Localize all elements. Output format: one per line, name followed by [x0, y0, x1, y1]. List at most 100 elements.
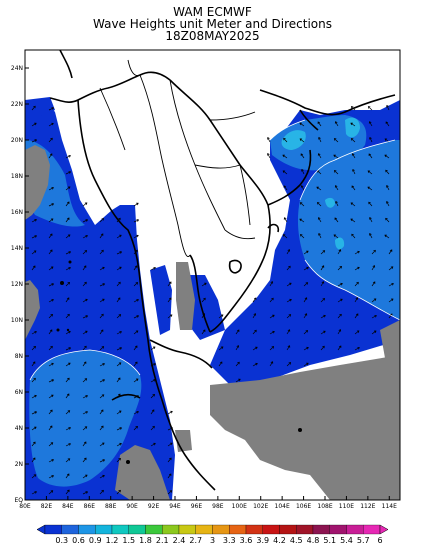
direction-arrow — [48, 314, 53, 319]
direction-arrow — [299, 138, 305, 143]
direction-arrow — [99, 490, 104, 495]
direction-arrow — [31, 105, 36, 111]
direction-arrowhead — [67, 234, 71, 237]
direction-arrowhead — [384, 154, 387, 158]
direction-arrowhead — [317, 121, 321, 124]
direction-arrow — [303, 250, 309, 255]
direction-arrowhead — [254, 329, 257, 333]
direction-arrow — [82, 250, 87, 255]
direction-arrowhead — [317, 153, 321, 156]
direction-arrow — [286, 345, 290, 351]
direction-arrow — [320, 315, 326, 319]
direction-arrow — [31, 474, 36, 479]
direction-arrow — [133, 202, 139, 207]
direction-arrowhead — [271, 297, 274, 301]
direction-arrowhead — [384, 234, 387, 238]
direction-arrow — [82, 315, 88, 319]
direction-arrow — [99, 283, 105, 287]
direction-arrow — [267, 153, 271, 159]
direction-arrow — [65, 377, 70, 383]
direction-arrow — [386, 201, 390, 207]
direction-arrow — [282, 170, 288, 175]
direction-arrowhead — [238, 378, 241, 382]
direction-arrowhead — [136, 410, 139, 414]
direction-arrow — [218, 346, 224, 351]
direction-arrowhead — [50, 442, 54, 445]
direction-arrow — [167, 411, 173, 415]
direction-arrowhead — [386, 104, 389, 108]
direction-arrow — [354, 330, 360, 335]
lon-tick-label: 92E — [148, 503, 160, 510]
direction-arrow — [269, 314, 275, 319]
direction-arrow — [48, 442, 53, 447]
direction-arrowhead — [34, 218, 37, 222]
direction-arrowhead — [306, 266, 309, 270]
direction-arrowhead — [304, 313, 308, 316]
direction-arrowhead — [267, 153, 270, 156]
direction-arrowhead — [51, 203, 55, 206]
direction-arrowhead — [51, 283, 55, 286]
direction-arrow — [201, 329, 206, 335]
direction-arrowhead — [350, 218, 353, 222]
direction-arrow — [286, 265, 291, 271]
direction-arrow — [116, 377, 121, 383]
direction-arrowhead — [68, 171, 72, 174]
lat-tick-label: 14N — [11, 245, 23, 252]
lat-tick-label: 8N — [15, 353, 23, 360]
direction-arrow — [235, 329, 240, 335]
colorbar-swatch — [61, 524, 79, 535]
direction-arrow — [235, 362, 240, 367]
lat-tick-label: 18N — [11, 173, 23, 180]
direction-arrowhead — [102, 266, 105, 270]
direction-arrow — [116, 217, 121, 223]
lat-tick-label: 16N — [11, 209, 23, 216]
colorbar-min-arrow — [36, 524, 46, 535]
direction-arrow — [48, 425, 53, 431]
direction-arrowhead — [202, 329, 206, 332]
direction-arrowhead — [85, 395, 88, 398]
direction-arrow — [351, 185, 356, 191]
direction-arrow — [201, 282, 207, 287]
direction-arrow — [388, 266, 394, 271]
direction-arrow — [99, 313, 104, 319]
direction-arrowhead — [85, 491, 89, 494]
direction-arrowhead — [152, 346, 156, 349]
direction-arrow — [48, 233, 53, 239]
direction-arrow — [116, 427, 122, 431]
direction-arrowhead — [237, 361, 240, 365]
direction-arrowhead — [385, 217, 388, 221]
direction-arrow — [335, 201, 339, 207]
direction-arrowhead — [369, 233, 372, 236]
lon-tick-label: 94E — [169, 503, 181, 510]
colorbar-label: 3.9 — [256, 536, 269, 545]
direction-arrow — [150, 426, 155, 431]
direction-arrowhead — [272, 314, 275, 318]
lon-tick-label: 102E — [253, 503, 268, 510]
contour-lines — [29, 119, 400, 381]
direction-arrowhead — [333, 154, 336, 158]
lat-tick-label: 24N — [11, 65, 23, 72]
wave-band-mid-west — [29, 350, 142, 487]
direction-arrowhead — [33, 377, 36, 381]
direction-arrowhead — [118, 217, 121, 221]
direction-arrow — [303, 347, 309, 351]
direction-arrowhead — [305, 330, 309, 333]
colorbar-swatch — [111, 524, 129, 535]
direction-arrow — [150, 379, 156, 383]
direction-arrowhead — [51, 362, 54, 366]
borders — [99, 59, 256, 257]
direction-arrow — [116, 393, 121, 399]
direction-arrowhead — [288, 362, 292, 365]
direction-arrow — [65, 443, 71, 447]
direction-arrowhead — [136, 315, 140, 318]
direction-arrow — [31, 265, 36, 271]
direction-arrow — [65, 393, 70, 399]
direction-arrow — [133, 411, 139, 415]
wave-field-gulf — [185, 275, 225, 340]
direction-arrow — [82, 202, 88, 207]
direction-arrow — [369, 137, 373, 143]
direction-arrowhead — [118, 281, 121, 285]
colorbar-label: 0.3 — [55, 536, 68, 545]
direction-arrow — [82, 457, 87, 463]
colorbar-label: 6 — [377, 536, 382, 545]
